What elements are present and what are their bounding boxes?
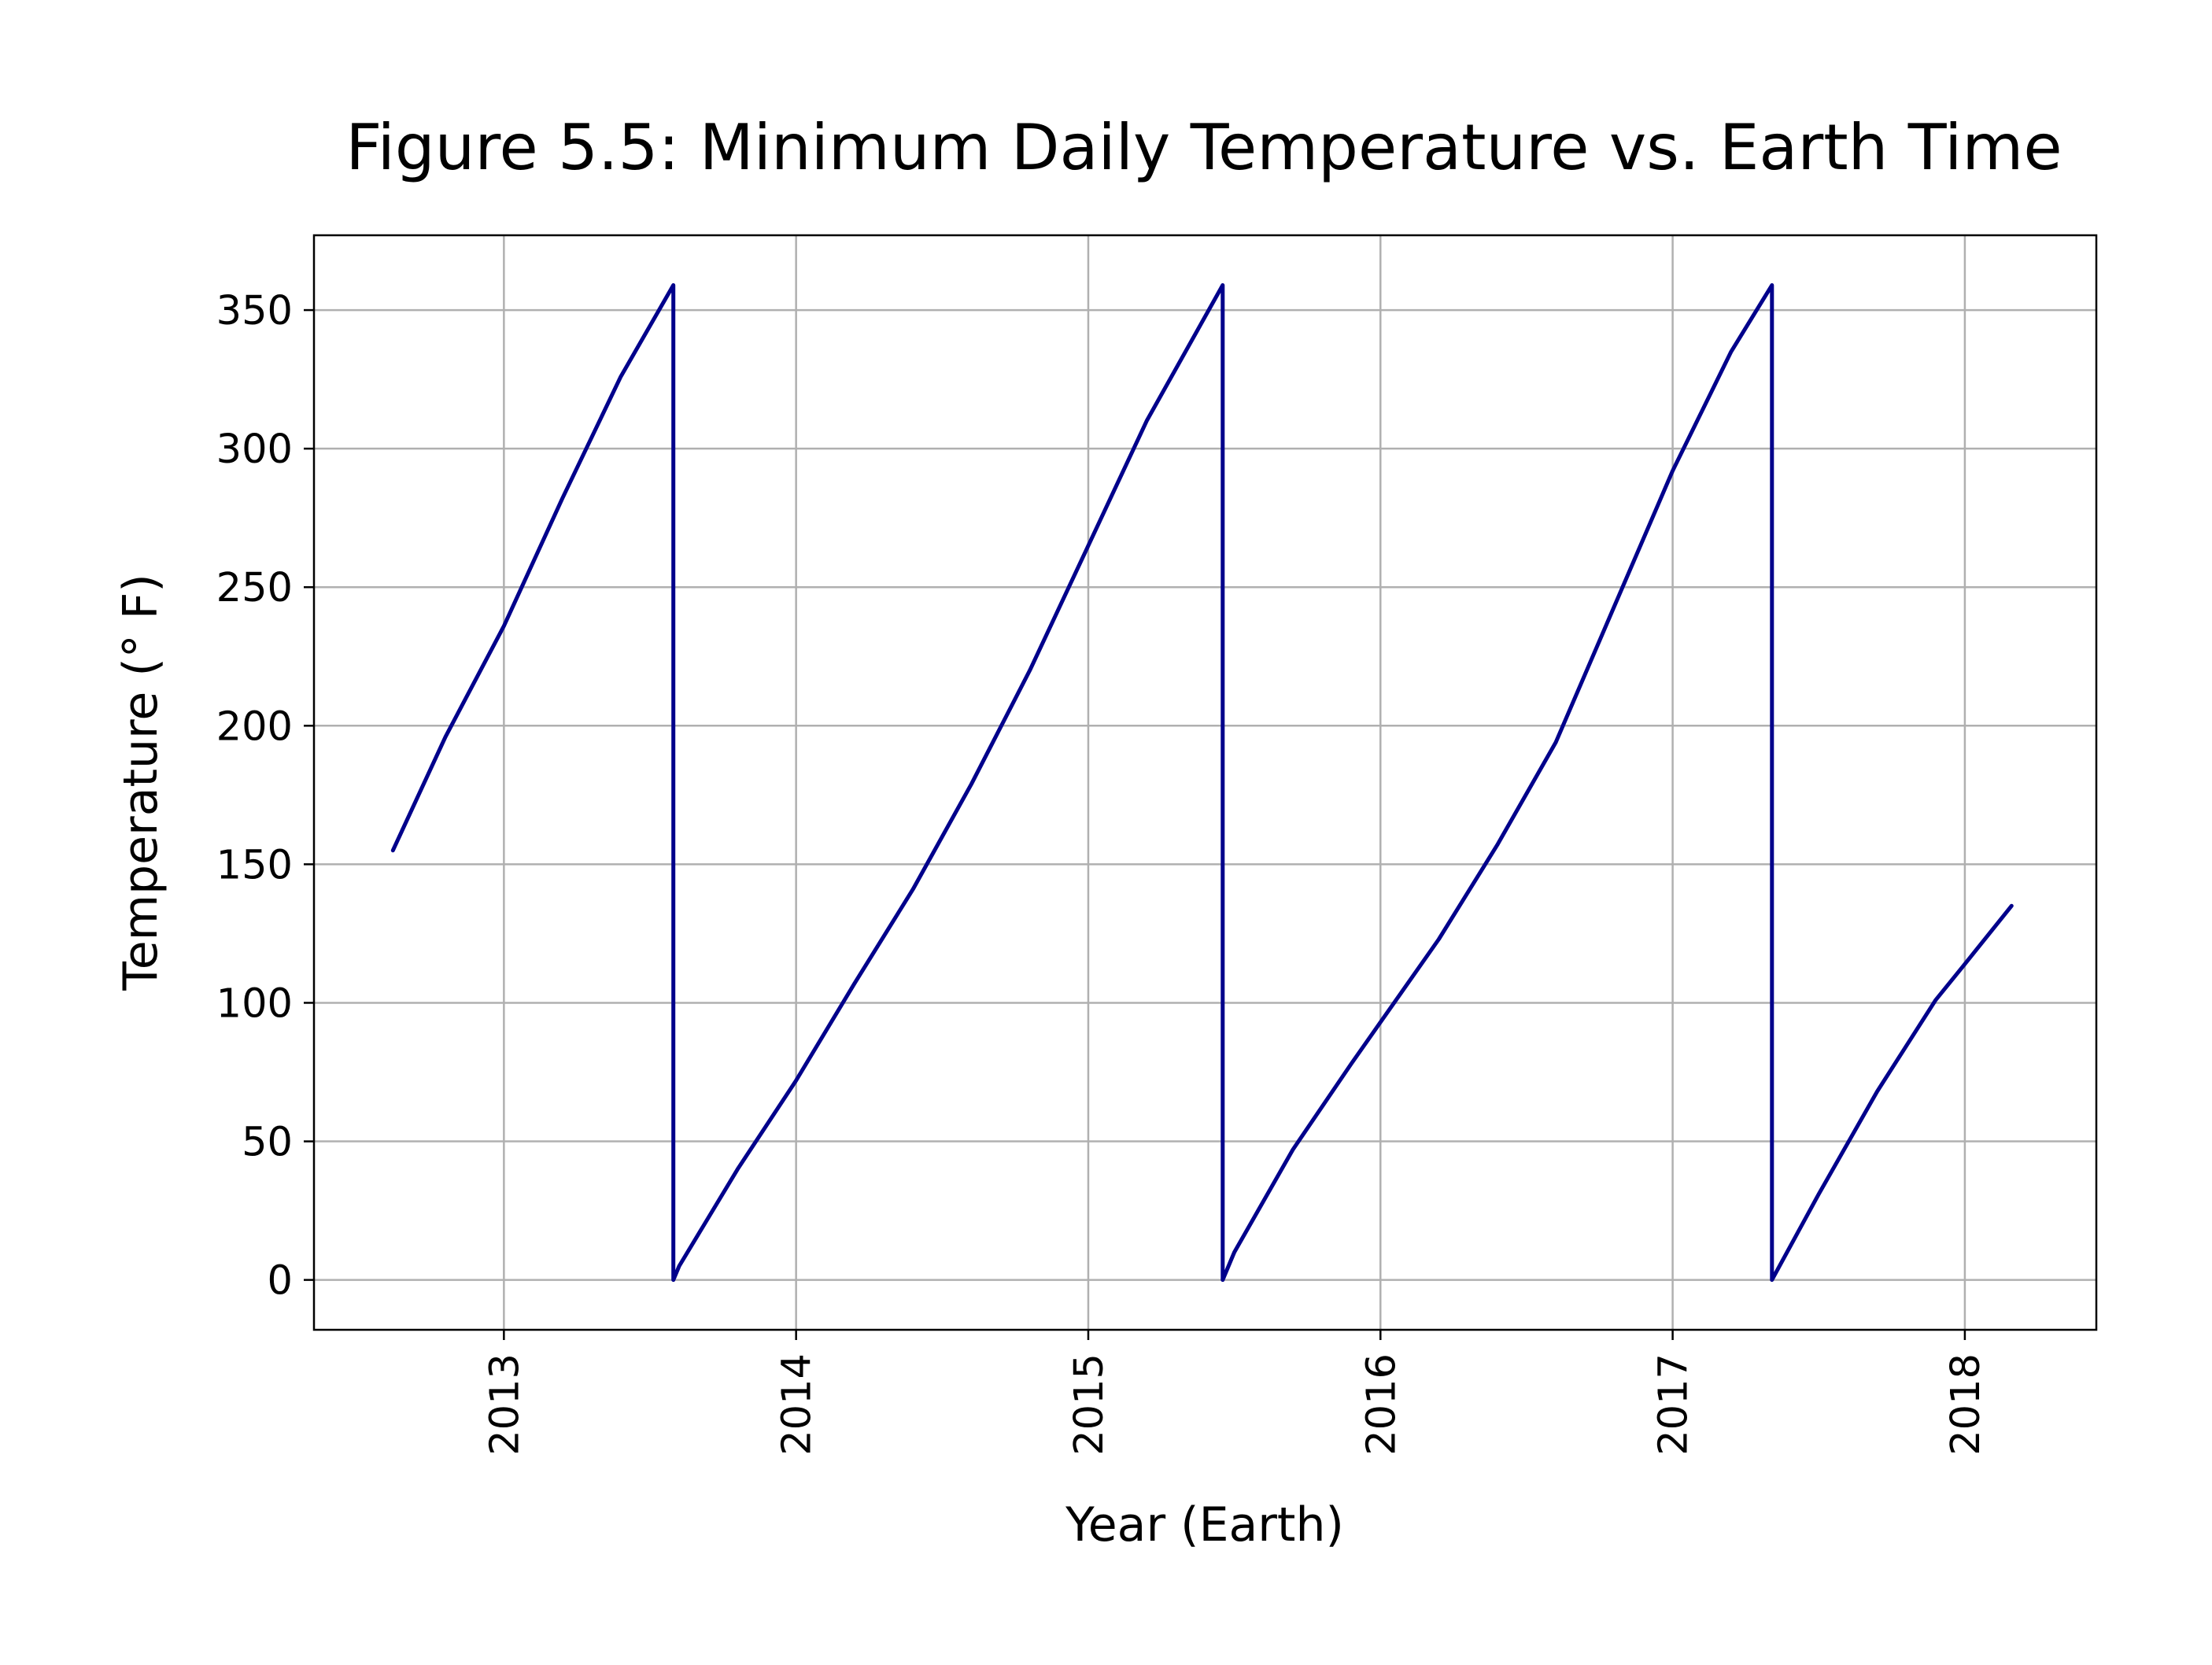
chart-title: Figure 5.5: Minimum Daily Temperature vs…: [345, 111, 2062, 184]
y-tick-label-350: 350: [216, 288, 293, 334]
series-line-1: [390, 282, 2014, 1283]
y-tick-label-250: 250: [216, 565, 293, 611]
x-tick-label-2014: 2014: [774, 1353, 821, 1456]
tick-layer: 2013 2014 2015 2016 2017 2018 0 50 100 150 200 250 3…: [216, 288, 1989, 1456]
y-axis-title: Temperature (° F): [113, 574, 168, 991]
y-tick-label-100: 100: [216, 980, 293, 1027]
plot-frame: [312, 234, 2098, 1331]
y-tick-label-50: 50: [242, 1120, 293, 1166]
grid-layer: [314, 235, 2096, 1330]
x-tick-label-2016: 2016: [1358, 1353, 1405, 1456]
y-tick-label-150: 150: [216, 842, 293, 888]
x-axis-title: Year (Earth): [1065, 1497, 1344, 1552]
y-tick-label-0: 0: [268, 1258, 293, 1305]
x-tick-label-2013: 2013: [482, 1353, 528, 1456]
x-tick-label-2018: 2018: [1943, 1353, 1989, 1456]
y-tick-label-200: 200: [216, 703, 293, 750]
series-layer: [390, 282, 2014, 1283]
y-tick-label-300: 300: [216, 426, 293, 473]
x-tick-label-2015: 2015: [1066, 1353, 1113, 1456]
x-tick-label-2017: 2017: [1651, 1353, 1697, 1456]
